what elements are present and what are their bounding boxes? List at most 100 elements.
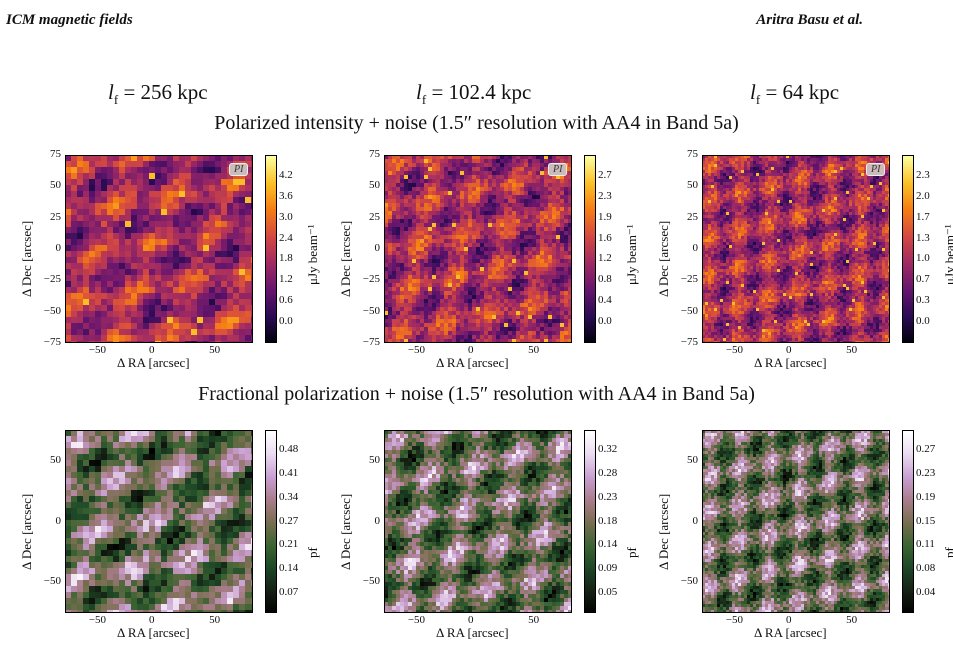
colorbar-tick-label: 3.0 (279, 210, 293, 223)
colorbar-tick-label: 0.04 (916, 585, 936, 598)
colorbar-tick-label: 0.11 (916, 538, 935, 551)
x-tick-label: −50 (407, 614, 426, 626)
y-tick-label: −50 (43, 574, 61, 587)
colorbar (902, 155, 914, 343)
colorbar-tick-label: 0.41 (279, 466, 299, 479)
y-axis-label: Δ Dec [arcsec] (656, 493, 671, 570)
colorbar-label: μJy beam⁻¹ (305, 224, 320, 285)
colorbar-tick-label: 1.9 (598, 210, 612, 223)
x-tick-label: 50 (528, 614, 540, 626)
x-axis-label: Δ RA [arcsec] (436, 355, 509, 370)
y-tick-label: 75 (687, 148, 698, 160)
y-tick-label: −25 (43, 273, 61, 286)
colorbar-tick-label: 0.15 (916, 514, 936, 527)
row1-title: Polarized intensity + noise (1.5″ resolu… (214, 112, 739, 134)
running-header-right: Aritra Basu et al. (756, 12, 863, 28)
y-axis-label: Δ Dec [arcsec] (338, 493, 353, 570)
colorbar-tick-label: 0.34 (279, 490, 299, 503)
x-tick-label: −50 (88, 614, 107, 626)
y-axis-label: Δ Dec [arcsec] (19, 493, 34, 570)
colorbar-tick-label: 1.2 (279, 273, 293, 286)
panel-image-r2-c3 (702, 430, 890, 613)
y-tick-label: −25 (362, 273, 380, 286)
colorbar-tick-label: 2.4 (279, 231, 293, 244)
colorbar-label: pf (942, 546, 953, 558)
colorbar-tick-label: 0.0 (916, 315, 930, 328)
column-label-1: lf = 256 kpc (108, 80, 208, 108)
x-axis-label: Δ RA [arcsec] (436, 625, 509, 640)
panel-image-r1-c3 (702, 155, 890, 343)
row2-title: Fractional polarization + noise (1.5″ re… (198, 383, 755, 405)
colorbar-tick-label: 0.18 (598, 514, 618, 527)
y-tick-label: 75 (50, 148, 61, 160)
y-tick-label: −75 (43, 336, 61, 348)
colorbar-tick-label: 0.09 (598, 562, 618, 575)
colorbar-tick-label: 3.6 (279, 189, 293, 202)
x-tick-label: 0 (149, 344, 155, 356)
colorbar-label: μJy beam⁻¹ (942, 224, 953, 285)
y-tick-label: 0 (374, 242, 381, 254)
x-tick-label: 0 (786, 344, 792, 356)
colorbar-tick-label: 0.48 (279, 443, 299, 456)
y-tick-label: 50 (50, 454, 61, 467)
colorbar (265, 430, 277, 613)
colorbar-tick-label: 2.3 (916, 168, 930, 181)
y-tick-label: 25 (369, 210, 380, 223)
y-tick-label: 50 (50, 179, 61, 192)
colorbar-tick-label: 0.7 (916, 273, 930, 286)
y-axis-label: Δ Dec [arcsec] (19, 220, 34, 297)
colorbar-tick-label: 0.3 (916, 294, 930, 307)
y-tick-label: 0 (55, 514, 62, 527)
y-tick-label: −50 (362, 574, 380, 587)
colorbar-label: pf (624, 546, 639, 558)
colorbar (265, 155, 277, 343)
colorbar-tick-label: 1.8 (279, 252, 293, 265)
x-tick-label: −50 (725, 614, 744, 626)
y-tick-label: 50 (369, 179, 380, 192)
colorbar-tick-label: 0.0 (279, 315, 293, 328)
column-label-2: lf = 102.4 kpc (416, 80, 532, 108)
colorbar-tick-label: 0.14 (279, 562, 299, 575)
x-tick-label: 50 (209, 614, 221, 626)
x-tick-label: −50 (407, 344, 426, 356)
panel-image-r1-c2 (384, 155, 572, 343)
y-tick-label: −25 (680, 273, 698, 286)
x-tick-label: 0 (786, 614, 792, 626)
panel-image-r2-c2 (384, 430, 572, 613)
panel-badge: PI (548, 163, 568, 176)
colorbar-tick-label: 4.2 (279, 168, 293, 181)
y-tick-label: −50 (680, 574, 698, 587)
y-tick-label: 75 (369, 148, 380, 160)
colorbar-tick-label: 0.23 (598, 490, 618, 503)
colorbar-tick-label: 0.08 (916, 562, 936, 575)
colorbar-tick-label: 0.8 (598, 273, 612, 286)
column-label-3: lf = 64 kpc (750, 80, 840, 108)
colorbar-tick-label: 0.27 (916, 443, 936, 456)
colorbar-tick-label: 0.27 (279, 514, 299, 527)
x-tick-label: −50 (88, 344, 107, 356)
y-tick-label: −50 (43, 304, 61, 317)
colorbar-tick-label: 0.19 (916, 490, 936, 503)
y-tick-label: −75 (680, 336, 698, 348)
colorbar-tick-label: 1.3 (916, 231, 930, 244)
y-tick-label: 0 (692, 242, 699, 254)
colorbar-tick-label: 0.05 (598, 585, 618, 598)
y-tick-label: 25 (50, 210, 61, 223)
y-tick-label: −50 (680, 304, 698, 317)
x-tick-label: 0 (149, 614, 155, 626)
colorbar-tick-label: 2.7 (598, 168, 612, 181)
y-tick-label: 50 (369, 454, 380, 467)
panel-image-r2-c1 (65, 430, 253, 613)
colorbar-label: μJy beam⁻¹ (624, 224, 639, 285)
y-tick-label: 50 (687, 179, 698, 192)
x-tick-label: 50 (209, 344, 221, 356)
x-axis-label: Δ RA [arcsec] (117, 355, 190, 370)
colorbar (584, 430, 596, 613)
colorbar-tick-label: 0.14 (598, 538, 618, 551)
running-header-left: ICM magnetic fields (6, 12, 133, 28)
x-tick-label: 50 (846, 614, 858, 626)
y-tick-label: 0 (692, 514, 699, 527)
panel-image-r1-c1 (65, 155, 253, 343)
colorbar-tick-label: 0.21 (279, 538, 299, 551)
colorbar-tick-label: 2.3 (598, 189, 612, 202)
